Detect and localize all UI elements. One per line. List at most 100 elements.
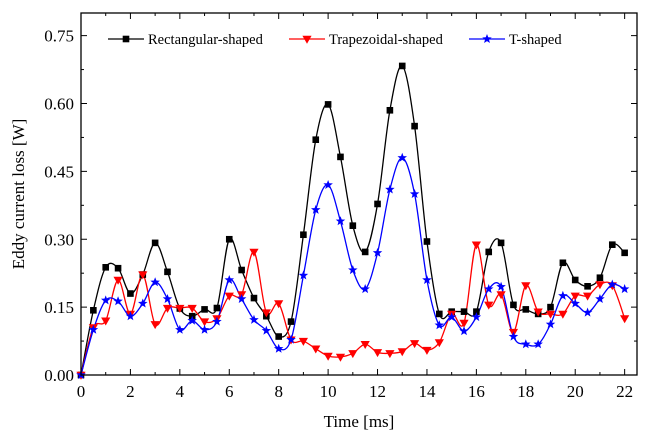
data-point-rectangular	[510, 301, 517, 309]
data-point-t-shaped	[323, 179, 333, 189]
data-point-rectangular	[473, 308, 480, 315]
data-point-t-shaped	[236, 293, 247, 304]
data-point-t-shaped	[397, 152, 407, 162]
data-point-rectangular	[300, 231, 307, 239]
data-point-trapezoidal	[199, 318, 210, 327]
data-point-trapezoidal	[187, 304, 197, 313]
data-point-trapezoidal	[138, 271, 148, 280]
data-point-trapezoidal	[150, 321, 160, 330]
data-point-t-shaped	[545, 319, 556, 329]
data-point-rectangular	[90, 306, 97, 314]
data-point-trapezoidal	[372, 349, 383, 358]
data-point-trapezoidal	[595, 281, 605, 290]
x-tick-label: 16	[468, 382, 485, 401]
data-point-t-shaped	[483, 284, 494, 294]
data-point-trapezoidal	[348, 350, 358, 359]
data-point-trapezoidal	[175, 304, 185, 313]
data-point-rectangular	[436, 310, 443, 318]
data-point-rectangular	[312, 136, 320, 143]
y-tick-label: 0.45	[44, 162, 74, 181]
x-tick-label: 0	[77, 382, 86, 401]
data-point-rectangular	[238, 266, 245, 274]
data-point-t-shaped	[113, 296, 123, 306]
plot-frame	[80, 12, 638, 376]
x-tick-label: 18	[517, 382, 534, 401]
data-point-t-shaped	[496, 281, 506, 291]
data-point-rectangular	[608, 241, 616, 248]
data-point-t-shaped	[508, 331, 519, 341]
data-point-t-shaped	[558, 290, 568, 300]
data-point-t-shaped	[88, 324, 99, 334]
data-point-rectangular	[102, 264, 110, 271]
data-point-t-shaped	[607, 279, 618, 289]
data-point-t-shaped	[471, 312, 482, 322]
data-point-trapezoidal	[261, 309, 271, 318]
data-point-rectangular	[547, 303, 554, 311]
data-point-t-shaped	[521, 339, 531, 349]
data-point-trapezoidal	[360, 341, 370, 350]
data-point-t-shaped	[619, 284, 630, 294]
data-point-rectangular	[374, 200, 381, 208]
data-point-trapezoidal	[323, 352, 333, 361]
data-point-trapezoidal	[249, 248, 259, 257]
data-point-trapezoidal	[496, 291, 506, 300]
data-point-t-shaped	[224, 274, 235, 285]
data-point-t-shaped	[286, 334, 296, 344]
data-point-rectangular	[201, 306, 208, 313]
data-point-rectangular	[151, 239, 159, 247]
data-point-t-shaped	[199, 324, 210, 334]
data-point-trapezoidal	[274, 300, 284, 309]
x-tick-label: 14	[418, 382, 436, 401]
y-tick-label: 0.15	[44, 298, 74, 317]
data-point-trapezoidal	[113, 276, 123, 285]
data-point-t-shaped	[446, 312, 457, 322]
data-point-rectangular	[213, 304, 221, 312]
data-point-t-shaped	[459, 326, 469, 336]
data-point-rectangular	[250, 294, 258, 302]
legend-item-t-shaped: T-shaped	[469, 32, 562, 48]
data-point-t-shaped	[187, 315, 197, 325]
legend-label-rectangular: Rectangular-shaped	[148, 32, 264, 48]
data-point-t-shaped	[422, 274, 432, 285]
data-point-trapezoidal	[471, 241, 481, 250]
series-points-rectangular	[77, 62, 628, 379]
data-point-rectangular	[522, 306, 530, 313]
data-point-t-shaped	[261, 325, 272, 335]
data-point-trapezoidal	[224, 292, 234, 301]
x-axis-title: Time [ms]	[324, 412, 395, 431]
data-point-t-shaped	[162, 293, 173, 304]
data-point-trapezoidal	[422, 346, 432, 355]
data-point-rectangular	[386, 106, 394, 114]
data-point-rectangular	[596, 274, 604, 282]
data-point-t-shaped	[125, 311, 136, 321]
data-point-rectangular	[349, 222, 357, 229]
y-tick-label: 0.00	[44, 366, 74, 385]
data-point-trapezoidal	[521, 282, 531, 291]
data-point-t-shaped	[212, 316, 222, 326]
data-point-rectangular	[337, 153, 344, 161]
x-tick-label: 4	[176, 382, 185, 401]
series-points-t-shaped	[76, 152, 630, 380]
legend-label-trapezoidal: Trapezoidal-shaped	[329, 32, 444, 48]
data-point-trapezoidal	[385, 350, 395, 359]
x-tick-label: 2	[126, 382, 135, 401]
data-point-rectangular	[114, 264, 122, 272]
x-tick-label: 6	[225, 382, 234, 401]
data-point-rectangular	[361, 248, 369, 256]
data-point-rectangular	[225, 235, 233, 243]
x-tick-label: 12	[369, 382, 386, 401]
y-tick-label: 0.60	[44, 95, 74, 114]
data-point-trapezoidal	[533, 308, 543, 317]
data-point-rectangular	[497, 239, 505, 247]
data-point-trapezoidal	[311, 345, 321, 354]
data-point-rectangular	[571, 276, 579, 284]
data-point-rectangular	[287, 318, 295, 325]
data-point-trapezoidal	[570, 292, 580, 301]
data-point-trapezoidal	[484, 301, 494, 310]
data-point-t-shaped	[409, 189, 420, 199]
data-point-t-shaped	[311, 204, 321, 214]
data-point-t-shaped	[360, 284, 370, 294]
legend-item-trapezoidal: Trapezoidal-shaped	[289, 32, 444, 48]
data-point-rectangular	[559, 259, 567, 267]
